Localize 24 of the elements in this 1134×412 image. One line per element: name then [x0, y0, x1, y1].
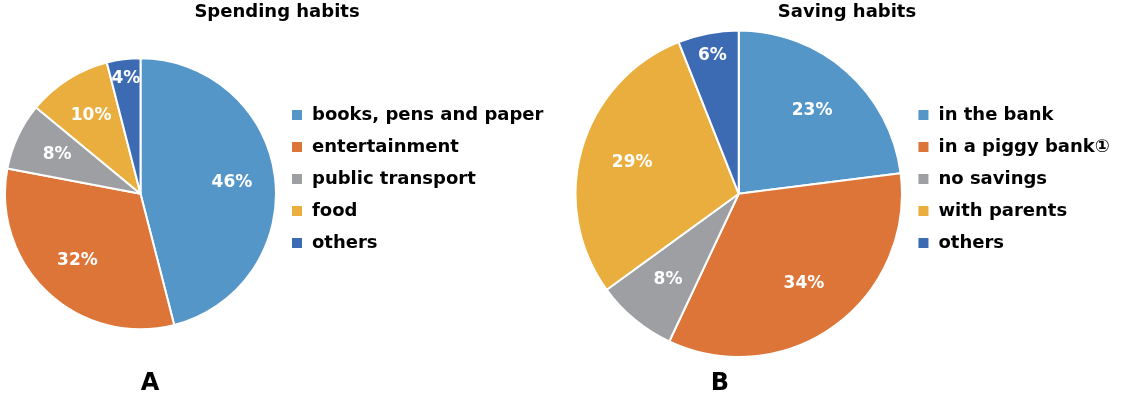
- data-label: 4%: [111, 66, 141, 87]
- legend-label: public transport: [312, 166, 477, 188]
- data-label: 23%: [791, 98, 833, 119]
- legend-label: with parents: [938, 198, 1068, 220]
- data-label: 10%: [70, 104, 112, 125]
- data-label: 8%: [653, 267, 683, 288]
- legend-label: books, pens and paper: [312, 102, 544, 124]
- legend-label: in a piggy bank①: [938, 134, 1110, 156]
- data-label: 8%: [42, 142, 72, 163]
- legend-label: food: [312, 198, 358, 220]
- data-label: 6%: [697, 44, 727, 65]
- data-label: 46%: [211, 170, 253, 191]
- legend-label: no savings: [938, 166, 1048, 188]
- data-label: 34%: [783, 272, 825, 292]
- text: B: [709, 368, 731, 396]
- chart-title: Spending habits: [194, 0, 360, 22]
- text: A: [139, 368, 161, 396]
- data-label: 29%: [611, 151, 653, 172]
- legend-label: entertainment: [312, 134, 460, 156]
- chart-title: Saving habits: [777, 0, 917, 22]
- data-label: 32%: [57, 249, 98, 270]
- legend-label: in the bank: [938, 102, 1055, 124]
- legend-label: others: [938, 230, 1005, 252]
- legend-label: others: [312, 230, 378, 252]
